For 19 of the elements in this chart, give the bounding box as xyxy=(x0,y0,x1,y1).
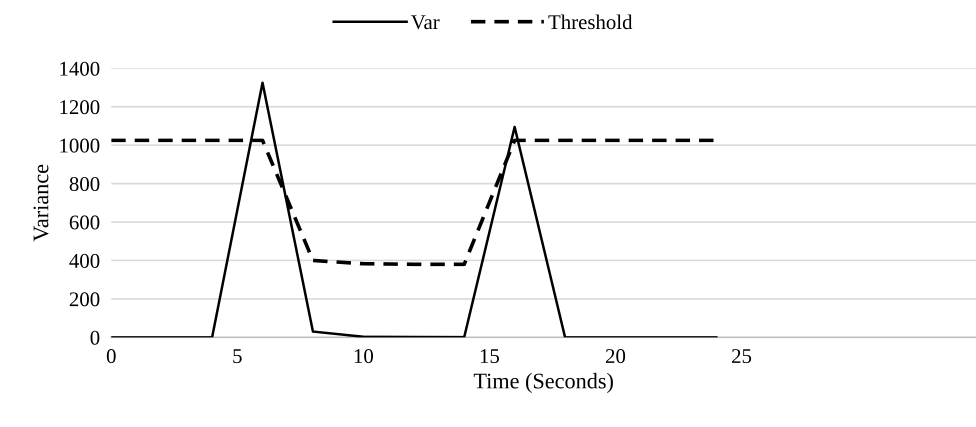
y-tick-label: 1400 xyxy=(60,62,100,76)
y-tick-label: 400 xyxy=(69,254,100,268)
y-tick-label: 600 xyxy=(70,215,100,230)
y-tick-label: 0 xyxy=(90,330,100,345)
legend-label: Var xyxy=(411,15,440,30)
y-tick-label: 800 xyxy=(70,176,100,192)
x-tick-label: 25 xyxy=(732,349,752,364)
y-tick-label: 200 xyxy=(70,292,100,306)
x-tick-label: 10 xyxy=(354,349,373,364)
y-tick-label: 1200 xyxy=(60,100,100,114)
x-axis-title: Time (Seconds) xyxy=(474,372,613,394)
legend-label: Threshold xyxy=(548,14,632,30)
y-axis-title: Variance xyxy=(33,164,49,242)
x-tick-label: 0 xyxy=(106,349,116,364)
x-tick-label: 5 xyxy=(233,349,242,364)
line-series xyxy=(111,81,718,338)
x-tick-label: 20 xyxy=(606,349,626,364)
y-tick-label: 1000 xyxy=(60,138,100,153)
x-tick-label: 15 xyxy=(480,349,500,364)
